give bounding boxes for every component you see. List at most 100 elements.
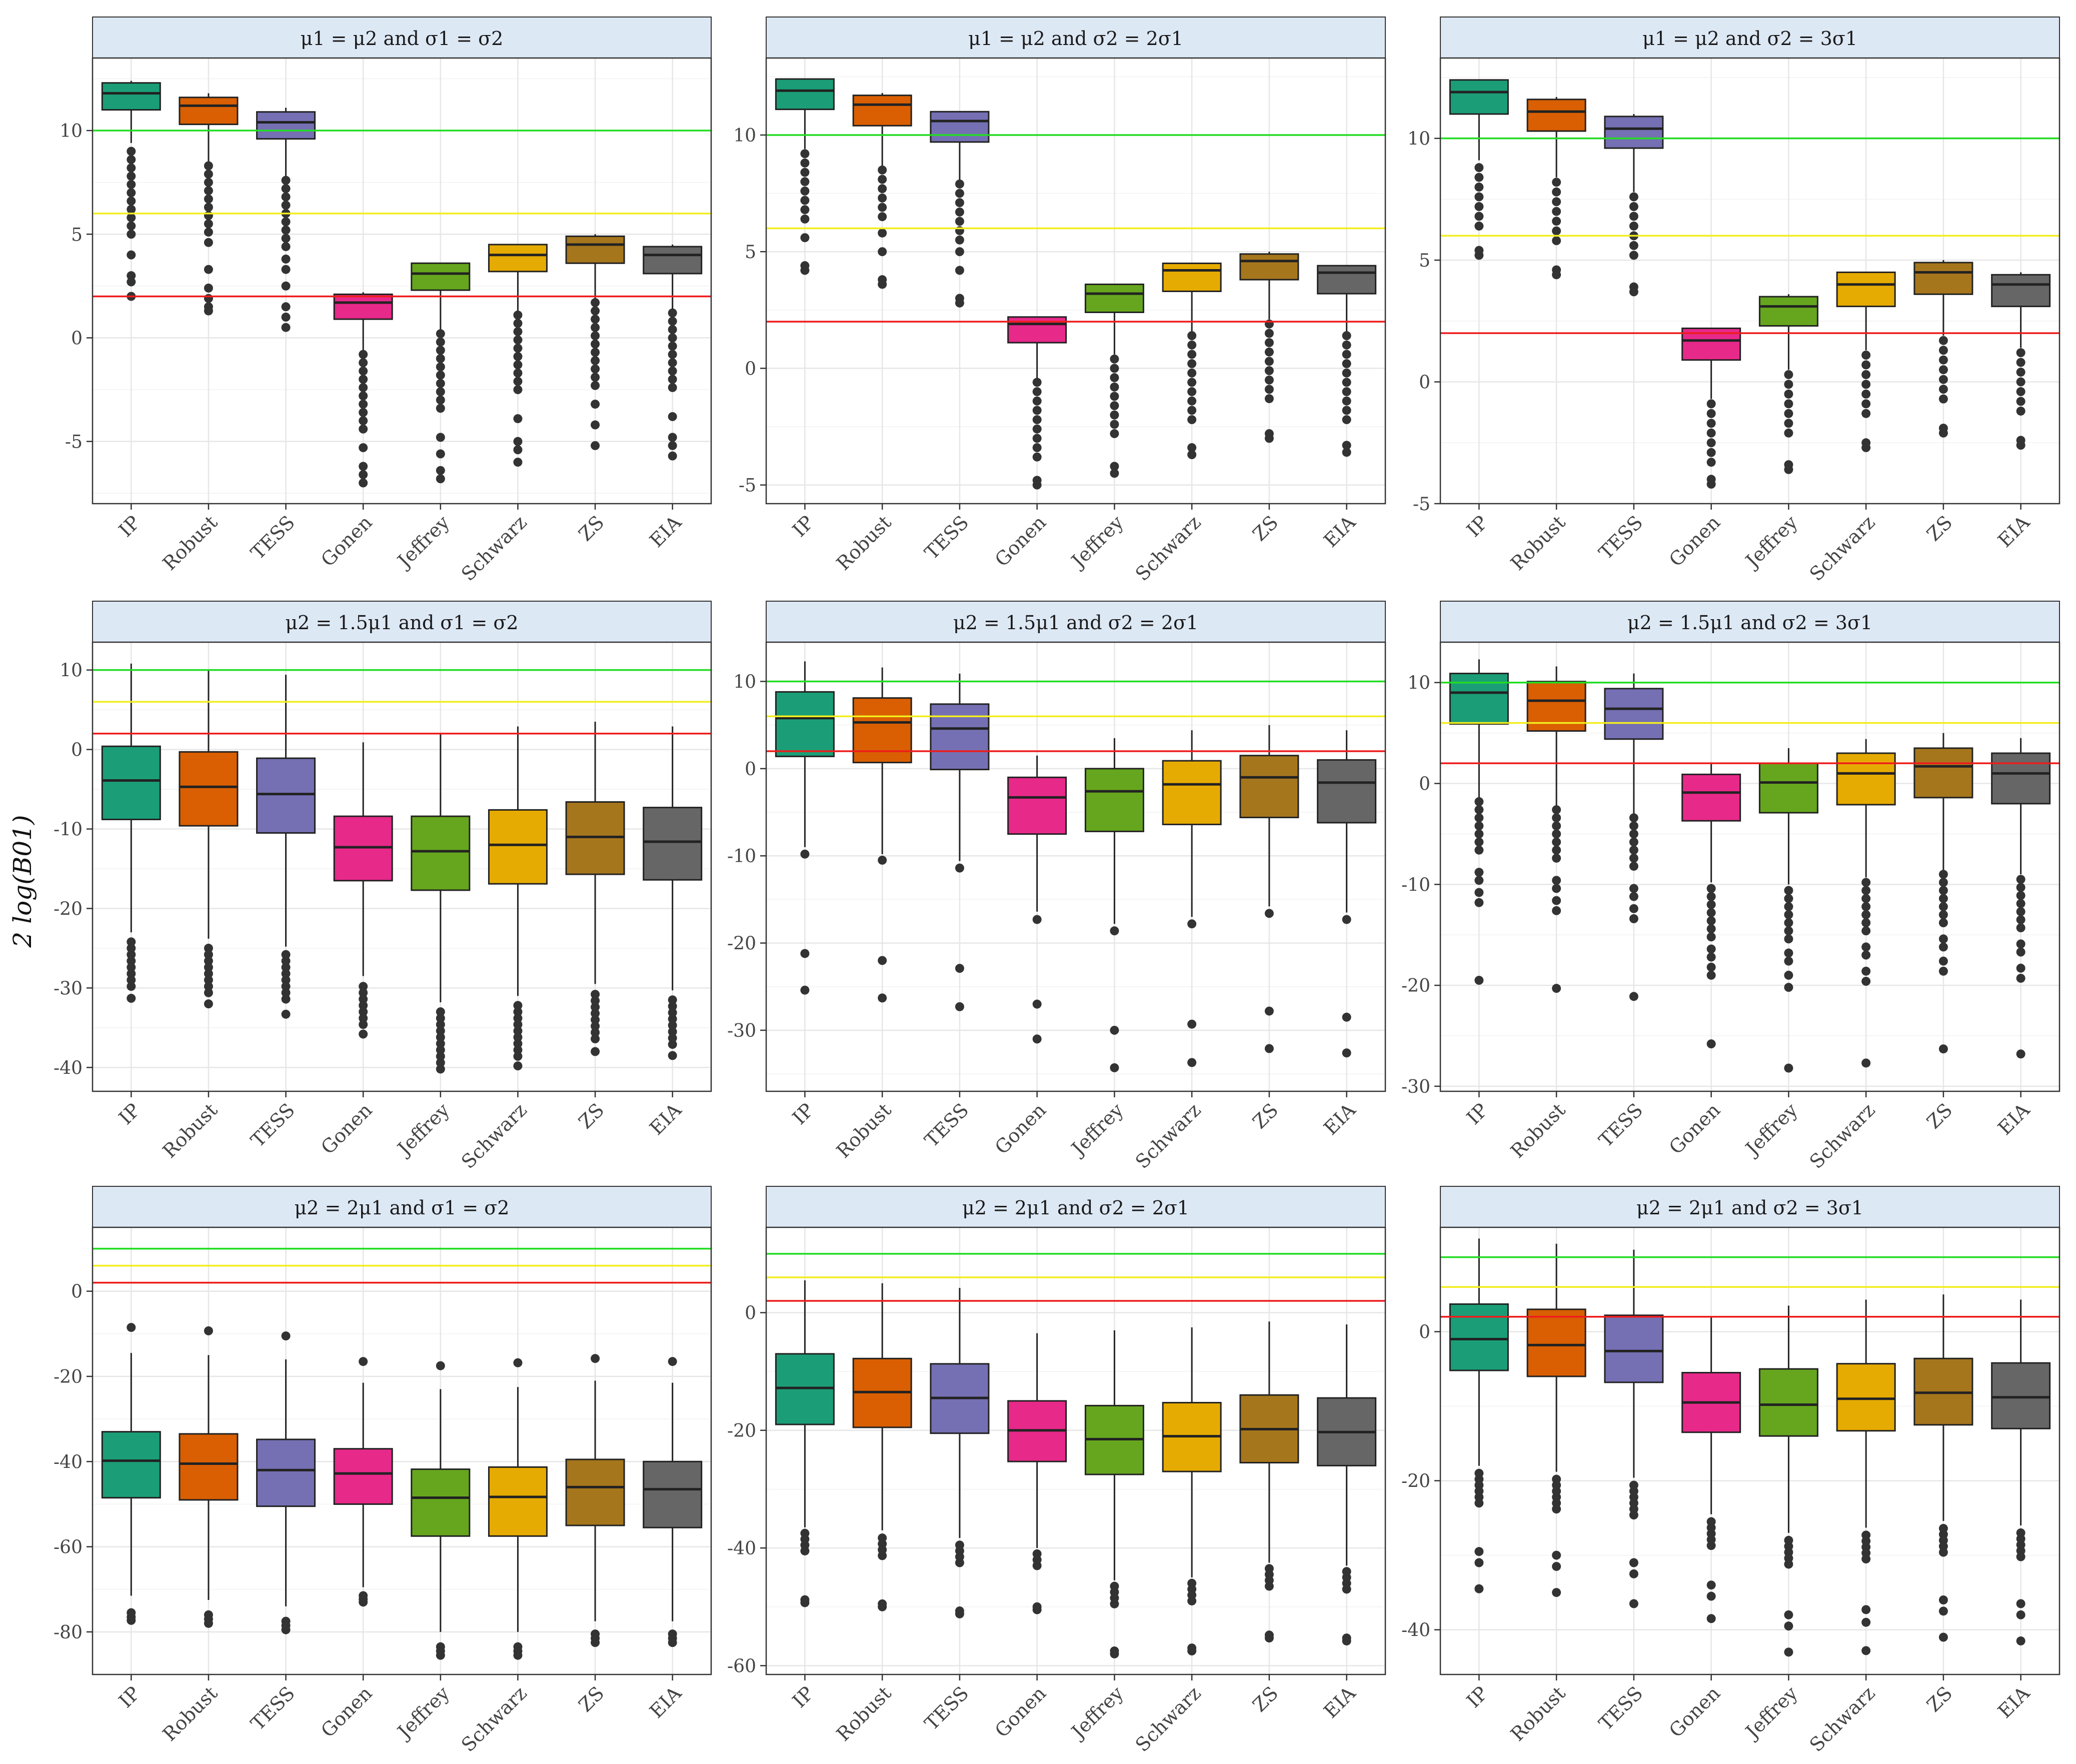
outlier-point: [878, 212, 887, 222]
y-tick-label: 0: [71, 740, 83, 761]
outlier-point: [1552, 821, 1561, 831]
outlier-point: [359, 350, 368, 359]
y-tick-label: -20: [1401, 1471, 1430, 1492]
outlier-point: [204, 982, 213, 991]
outlier-point: [878, 184, 887, 194]
y-tick-label: -10: [1401, 875, 1430, 895]
outlier-point: [1861, 351, 1871, 360]
box-iqr: [179, 751, 239, 827]
outlier-point: [1474, 212, 1484, 221]
outlier-point: [127, 213, 136, 223]
box-gonen: [333, 1357, 393, 1607]
panel-border: [1439, 641, 2060, 1092]
box-tess: [1604, 1249, 1664, 1608]
outlier-point: [1474, 845, 1484, 855]
outlier-point: [281, 234, 291, 243]
outlier-point: [2016, 1599, 2025, 1608]
outlier-point: [591, 356, 600, 366]
outlier-point: [591, 323, 600, 332]
outlier-point: [591, 315, 600, 324]
outlier-point: [1474, 976, 1484, 985]
y-tick-label: -40: [54, 1452, 83, 1472]
outlier-point: [436, 466, 445, 475]
outlier-point: [513, 385, 523, 395]
outlier-point: [127, 180, 136, 189]
outlier-point: [1110, 354, 1119, 364]
box-zs: [1239, 1321, 1299, 1643]
outlier-point: [1264, 1581, 1274, 1591]
box-iqr: [1317, 265, 1377, 295]
outlier-point: [1474, 821, 1484, 831]
outlier-point: [1264, 329, 1274, 338]
outlier-point: [359, 383, 368, 392]
outlier-point: [359, 424, 368, 434]
outlier-point: [591, 420, 600, 430]
box-schwarz: [1162, 730, 1222, 1067]
box-iqr: [1991, 752, 2051, 805]
outlier-point: [281, 176, 291, 185]
y-tick-label: -40: [54, 1058, 83, 1078]
outlier-point: [668, 441, 677, 450]
outlier-point: [1784, 465, 1793, 474]
y-tick-label: 0: [1419, 774, 1430, 795]
box-jeffrey: [411, 1361, 471, 1660]
box-iqr: [488, 809, 548, 885]
box-iqr: [1991, 274, 2051, 308]
plot-background: [93, 58, 711, 504]
outlier-point: [1032, 434, 1042, 443]
y-tick-label: -40: [727, 1538, 756, 1559]
y-tick-label: -5: [65, 432, 83, 453]
outlier-point: [1110, 429, 1119, 439]
outlier-point: [955, 198, 964, 208]
outlier-point: [127, 975, 136, 985]
y-tick-label: 5: [71, 225, 83, 245]
outlier-point: [1187, 1019, 1197, 1029]
outlier-point: [878, 1602, 887, 1611]
outlier-point: [359, 1357, 368, 1366]
outlier-point: [2016, 947, 2025, 957]
outlier-point: [127, 943, 136, 953]
outlier-point: [1629, 813, 1638, 823]
outlier-point: [1474, 805, 1484, 814]
outlier-point: [668, 333, 677, 343]
outlier-point: [436, 387, 445, 397]
outlier-point: [281, 302, 291, 312]
outlier-point: [1032, 406, 1042, 415]
outlier-point: [1552, 178, 1561, 187]
outlier-point: [281, 192, 291, 202]
y-tick-label: -60: [54, 1537, 83, 1558]
box-iqr: [101, 745, 161, 820]
panel-border: [92, 1226, 712, 1675]
outlier-point: [1861, 399, 1871, 409]
box-iqr: [1084, 768, 1144, 832]
outlier-point: [668, 1033, 677, 1043]
box-jeffrey: [1084, 283, 1144, 478]
y-tick-label: 0: [745, 359, 756, 379]
outlier-point: [955, 298, 964, 308]
outlier-point: [1938, 918, 1948, 927]
outlier-point: [127, 205, 136, 214]
outlier-point: [359, 994, 368, 1004]
outlier-point: [1187, 350, 1197, 359]
outlier-point: [1629, 892, 1638, 901]
outlier-point: [1342, 441, 1351, 450]
box-robust: [852, 93, 912, 289]
box-gonen: [333, 742, 393, 1039]
outlier-point: [1552, 1588, 1561, 1597]
outlier-point: [1474, 829, 1484, 839]
y-tick-label: 10: [1407, 129, 1430, 150]
outlier-point: [1264, 1633, 1274, 1643]
box-ip: [101, 81, 161, 301]
outlier-point: [1342, 915, 1351, 924]
outlier-point: [513, 1026, 523, 1036]
outlier-point: [1861, 977, 1871, 986]
box-iqr: [179, 1433, 239, 1501]
outlier-point: [668, 1021, 677, 1030]
outlier-point: [1264, 375, 1274, 385]
outlier-point: [127, 172, 136, 181]
box-iqr: [1758, 1368, 1818, 1437]
outlier-point: [2016, 963, 2025, 973]
outlier-point: [2016, 915, 2025, 924]
outlier-point: [1474, 898, 1484, 907]
